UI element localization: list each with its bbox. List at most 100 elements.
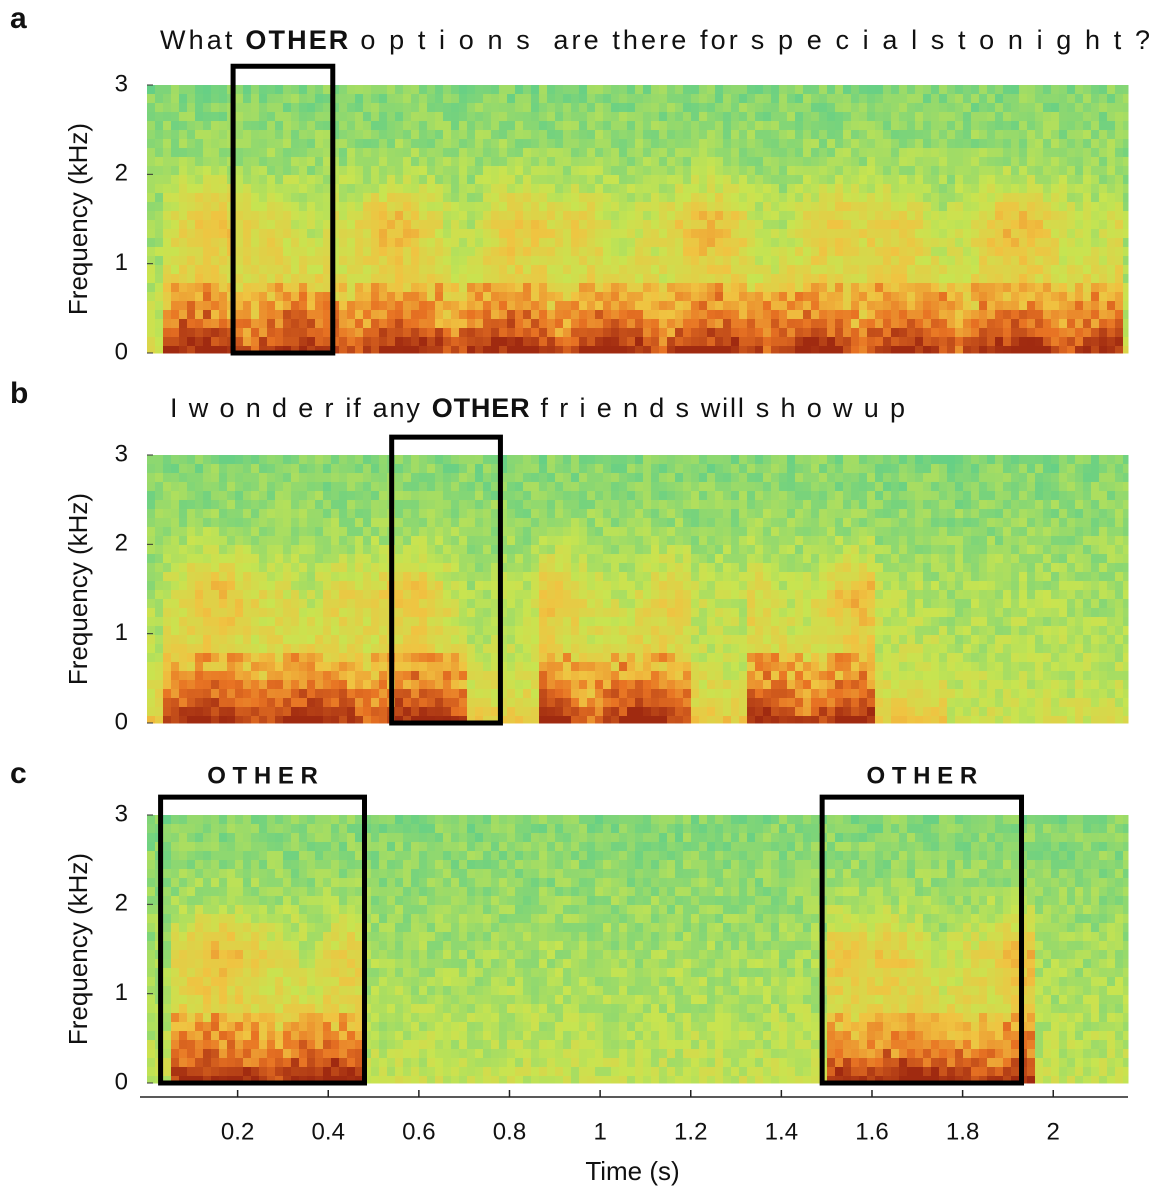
spectrogram-cell	[811, 103, 820, 113]
spectrogram-cell	[811, 310, 820, 320]
spectrogram-cell	[803, 337, 812, 347]
spectrogram-cell	[611, 319, 620, 329]
spectrogram-cell	[179, 283, 188, 293]
spectrogram-cell	[1035, 346, 1044, 354]
spectrogram-cell	[451, 680, 460, 690]
spectrogram-cell	[251, 509, 260, 519]
spectrogram-cell	[283, 482, 292, 492]
spectrogram-cell	[1059, 175, 1068, 185]
spectrogram-cell	[819, 238, 828, 248]
spectrogram-cell	[379, 491, 388, 501]
spectrogram-cell	[875, 319, 884, 329]
spectrogram-cell	[259, 635, 268, 645]
spectrogram-cell	[403, 103, 412, 113]
spectrogram-cell	[771, 157, 780, 167]
spectrogram-cell	[467, 148, 476, 158]
spectrogram-cell	[435, 680, 444, 690]
spectrogram-cell	[755, 112, 764, 122]
spectrogram-cell	[843, 157, 852, 167]
spectrogram-cell	[507, 211, 516, 221]
spectrogram-cell	[1043, 202, 1052, 212]
spectrogram-cell	[883, 256, 892, 266]
spectrogram-cell	[355, 482, 364, 492]
spectrogram-cell	[427, 103, 436, 113]
spectrogram-cell	[307, 211, 316, 221]
spectrogram-cell	[435, 509, 444, 519]
spectrogram-cell	[739, 274, 748, 284]
spectrogram-cell	[275, 328, 284, 338]
spectrogram-cell	[347, 130, 356, 140]
spectrogram-cell	[163, 301, 172, 311]
spectrogram-cell	[219, 635, 228, 645]
spectrogram-cell	[803, 202, 812, 212]
spectrogram-cell	[963, 274, 972, 284]
spectrogram-cell	[875, 85, 884, 95]
spectrogram-cell	[603, 220, 612, 230]
spectrogram-cell	[723, 202, 732, 212]
spectrogram-cell	[179, 139, 188, 149]
spectrogram-cell	[499, 301, 508, 311]
spectrogram-cell	[1083, 319, 1092, 329]
spectrogram-cell	[619, 247, 628, 257]
spectrogram-cell	[219, 617, 228, 627]
spectrogram-cell	[627, 112, 636, 122]
spectrogram-cell	[795, 121, 804, 131]
spectrogram-cell	[163, 473, 172, 483]
spectrogram-cell	[395, 238, 404, 248]
spectrogram-cell	[787, 85, 796, 95]
spectrogram-cell	[947, 130, 956, 140]
spectrogram-cell	[619, 112, 628, 122]
spectrogram-cell	[219, 626, 228, 636]
spectrogram-cell	[171, 148, 180, 158]
spectrogram-cell	[563, 229, 572, 239]
spectrogram-cell	[707, 166, 716, 176]
spectrogram-cell	[899, 310, 908, 320]
spectrogram-cell	[563, 112, 572, 122]
spectrogram-cell	[587, 256, 596, 266]
spectrogram-cell	[163, 617, 172, 627]
spectrogram-cell	[371, 653, 380, 663]
spectrogram-cell	[275, 238, 284, 248]
spectrogram-cell	[843, 310, 852, 320]
spectrogram-cell	[1019, 346, 1028, 354]
spectrogram-cell	[363, 346, 372, 354]
spectrogram-cell	[155, 292, 164, 302]
spectrogram-cell	[939, 328, 948, 338]
spectrogram-cell	[379, 644, 388, 654]
spectrogram-cell	[563, 247, 572, 257]
spectrogram-cell	[219, 274, 228, 284]
spectrogram-cell	[395, 319, 404, 329]
spectrogram-cell	[451, 85, 460, 95]
spectrogram-cell	[403, 464, 412, 474]
spectrogram-cell	[579, 319, 588, 329]
spectrogram-cell	[379, 581, 388, 591]
spectrogram-cell	[451, 500, 460, 510]
spectrogram-cell	[291, 608, 300, 618]
spectrogram-cell	[1003, 184, 1012, 194]
spectrogram-cell	[779, 94, 788, 104]
spectrogram-cell	[667, 229, 676, 239]
spectrogram-cell	[699, 139, 708, 149]
spectrogram-cell	[211, 166, 220, 176]
spectrogram-cell	[923, 85, 932, 95]
spectrogram-cell	[1027, 265, 1036, 275]
spectrogram-cell	[203, 292, 212, 302]
spectrogram-cell	[299, 698, 308, 708]
spectrogram-cell	[819, 94, 828, 104]
spectrogram-cell	[899, 283, 908, 293]
spectrogram-cell	[547, 310, 556, 320]
spectrogram-cell	[403, 608, 412, 618]
spectrogram-cell	[915, 175, 924, 185]
panel-letter: b	[10, 377, 28, 410]
spectrogram-cell	[1107, 121, 1116, 131]
spectrogram-cell	[243, 572, 252, 582]
spectrogram-cell	[755, 346, 764, 354]
spectrogram-cell	[243, 211, 252, 221]
spectrogram-cell	[1019, 184, 1028, 194]
spectrogram-cell	[675, 247, 684, 257]
spectrogram-cell	[595, 94, 604, 104]
spectrogram-cell	[347, 554, 356, 564]
spectrogram-cell	[459, 319, 468, 329]
spectrogram-cell	[219, 653, 228, 663]
spectrogram-cell	[1067, 328, 1076, 338]
